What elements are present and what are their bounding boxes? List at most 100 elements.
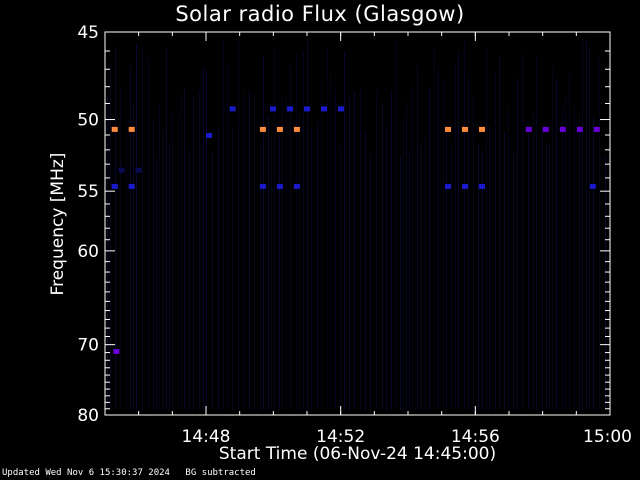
noise-streak xyxy=(482,150,483,410)
noise-streak xyxy=(562,110,563,410)
noise-streak xyxy=(542,127,543,410)
noise-streak xyxy=(238,37,239,410)
plot-frame xyxy=(104,31,611,416)
noise-streak xyxy=(605,156,606,410)
emission-features xyxy=(111,106,600,354)
noise-streak xyxy=(425,136,426,411)
noise-streak xyxy=(593,117,594,410)
noise-streak xyxy=(409,152,410,410)
noise-streak xyxy=(429,87,430,410)
noise-streak xyxy=(386,127,387,410)
emission-dash xyxy=(118,167,125,173)
y-tick-label: 50 xyxy=(77,111,99,131)
noise-streak xyxy=(274,46,275,410)
noise-streak xyxy=(126,115,127,410)
noise-streak xyxy=(120,86,121,411)
noise-streak xyxy=(172,109,173,411)
noise-streak xyxy=(586,37,587,410)
emission-dash xyxy=(589,183,596,189)
noise-streak xyxy=(417,64,418,410)
noise-streak xyxy=(589,47,590,410)
emission-dash xyxy=(479,126,485,132)
emission-dash xyxy=(135,167,142,173)
noise-streak xyxy=(396,43,397,410)
noise-streak xyxy=(218,126,219,410)
noise-streak xyxy=(290,64,291,410)
noise-streak xyxy=(317,123,318,411)
background-noise xyxy=(107,37,606,411)
noise-streak xyxy=(473,96,474,411)
noise-streak xyxy=(130,65,131,411)
y-axis-label: Frequency [MHz] xyxy=(48,152,68,296)
emission-dash xyxy=(111,126,118,132)
emission-dash xyxy=(559,126,566,132)
noise-streak xyxy=(330,73,331,410)
noise-streak xyxy=(536,53,537,411)
noise-streak xyxy=(528,126,529,411)
y-tick-label: 80 xyxy=(77,406,99,426)
noise-streak xyxy=(365,131,366,411)
noise-streak xyxy=(513,152,514,410)
noise-streak xyxy=(271,136,272,411)
noise-streak xyxy=(495,70,496,411)
noise-streak xyxy=(438,67,439,410)
noise-streak xyxy=(223,39,224,411)
noise-streak xyxy=(203,65,204,410)
noise-streak xyxy=(142,51,143,411)
noise-streak xyxy=(254,93,255,410)
noise-streak xyxy=(464,40,465,410)
noise-streak xyxy=(181,91,182,410)
emission-dash xyxy=(111,183,118,189)
noise-streak xyxy=(556,78,557,410)
noise-streak xyxy=(260,144,261,410)
noise-streak xyxy=(403,118,404,410)
noise-streak xyxy=(159,102,160,410)
emission-dash xyxy=(276,126,283,132)
noise-streak xyxy=(206,69,207,411)
noise-streak xyxy=(133,104,134,411)
noise-streak xyxy=(468,78,469,411)
noise-streak xyxy=(286,95,287,410)
noise-streak xyxy=(321,80,322,410)
noise-streak xyxy=(184,86,185,410)
noise-streak xyxy=(249,91,250,410)
emission-dash xyxy=(338,106,344,112)
noise-streak xyxy=(349,96,350,410)
emission-dash xyxy=(542,126,549,132)
noise-streak xyxy=(508,107,509,411)
noise-streak xyxy=(268,116,269,411)
noise-streak xyxy=(199,91,200,410)
noise-streak xyxy=(421,145,422,411)
emission-dash xyxy=(293,183,300,189)
noise-streak xyxy=(311,125,312,411)
chart-title: Solar radio Flux (Glasgow) xyxy=(175,2,465,26)
emission-dash xyxy=(445,126,451,132)
noise-streak xyxy=(344,51,345,410)
noise-streak xyxy=(376,89,377,411)
noise-streak xyxy=(412,83,413,410)
emission-dash xyxy=(445,183,451,189)
noise-streak xyxy=(446,125,447,411)
noise-streak xyxy=(307,38,308,411)
noise-streak xyxy=(599,57,600,411)
axes: 45 50 55 60 70 80 14:48 14:52 14:56 15:00 xyxy=(77,23,632,447)
noise-streak xyxy=(169,143,170,411)
noise-streak xyxy=(522,51,523,410)
emission-dash xyxy=(293,126,300,132)
noise-streak xyxy=(166,46,167,411)
emission-dash xyxy=(259,126,266,132)
x-tick-label: 14:52 xyxy=(316,427,365,447)
noise-streak xyxy=(335,89,336,410)
noise-streak xyxy=(533,110,534,411)
noise-streak xyxy=(370,155,371,410)
emission-dash xyxy=(462,183,468,189)
noise-streak xyxy=(243,89,244,411)
y-tick-label: 70 xyxy=(77,336,99,356)
noise-streak xyxy=(391,90,392,411)
noise-streak xyxy=(148,59,149,410)
x-tick-label: 14:56 xyxy=(451,427,500,447)
noise-streak xyxy=(282,96,283,410)
emission-dash xyxy=(304,106,310,112)
noise-streak xyxy=(579,116,580,410)
